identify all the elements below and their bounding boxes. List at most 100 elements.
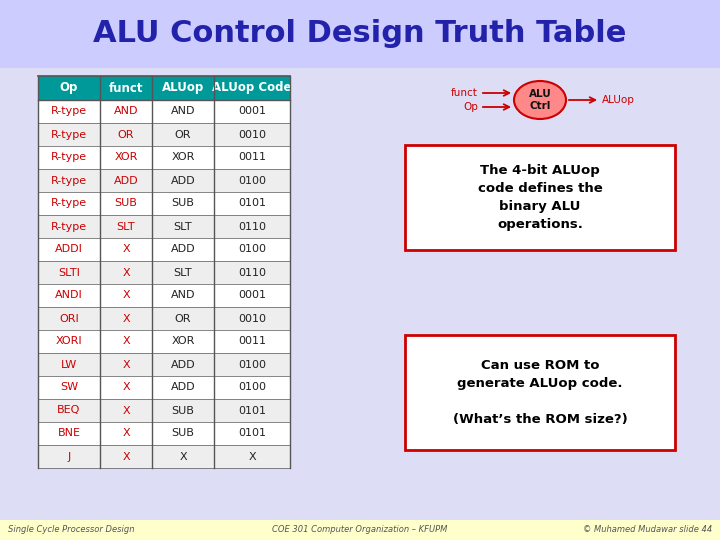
Text: AND: AND (171, 106, 195, 117)
Text: X: X (122, 429, 130, 438)
Text: ORI: ORI (59, 314, 79, 323)
Text: X: X (122, 245, 130, 254)
Text: R-type: R-type (51, 130, 87, 139)
Bar (38, 192, 290, 215)
Text: SLTI: SLTI (58, 267, 80, 278)
Text: 0011: 0011 (238, 152, 266, 163)
Text: 0011: 0011 (238, 336, 266, 347)
Bar (38, 353, 290, 376)
Bar (38, 100, 290, 123)
Bar (38, 76, 290, 100)
Bar (38, 215, 290, 238)
Bar (38, 399, 290, 422)
Text: OR: OR (118, 130, 134, 139)
Text: R-type: R-type (51, 152, 87, 163)
Text: ADD: ADD (114, 176, 138, 186)
Text: 0001: 0001 (238, 106, 266, 117)
Text: 0100: 0100 (238, 245, 266, 254)
Text: 0001: 0001 (238, 291, 266, 300)
Text: Single Cycle Processor Design: Single Cycle Processor Design (8, 525, 135, 535)
Text: XOR: XOR (114, 152, 138, 163)
Bar (38, 445, 290, 468)
Text: X: X (122, 451, 130, 462)
Text: 0100: 0100 (238, 360, 266, 369)
Text: Op: Op (60, 82, 78, 94)
Bar (38, 123, 290, 146)
Text: 0101: 0101 (238, 429, 266, 438)
Text: ALUop Code: ALUop Code (212, 82, 292, 94)
Text: SUB: SUB (171, 429, 194, 438)
Text: 0101: 0101 (238, 199, 266, 208)
Bar (38, 261, 290, 284)
Text: SLT: SLT (117, 221, 135, 232)
Text: X: X (122, 291, 130, 300)
Text: R-type: R-type (51, 106, 87, 117)
Bar (38, 169, 290, 192)
Text: ADD: ADD (171, 382, 195, 393)
Text: ALUop: ALUop (162, 82, 204, 94)
Text: 0010: 0010 (238, 130, 266, 139)
Text: XORI: XORI (55, 336, 82, 347)
Text: SW: SW (60, 382, 78, 393)
Text: J: J (68, 451, 71, 462)
Text: BNE: BNE (58, 429, 81, 438)
Bar (405, 335, 675, 450)
Text: © Muhamed Mudawar slide 44: © Muhamed Mudawar slide 44 (582, 525, 712, 535)
Text: 0101: 0101 (238, 406, 266, 415)
Text: OR: OR (175, 130, 192, 139)
Bar (38, 307, 290, 330)
Ellipse shape (514, 81, 566, 119)
Text: SUB: SUB (114, 199, 138, 208)
Bar (0, 0, 720, 68)
Text: R-type: R-type (51, 221, 87, 232)
Text: XOR: XOR (171, 336, 194, 347)
Bar (38, 238, 290, 261)
Text: 0100: 0100 (238, 382, 266, 393)
Text: COE 301 Computer Organization – KFUPM: COE 301 Computer Organization – KFUPM (272, 525, 448, 535)
Bar (38, 330, 290, 353)
Bar (405, 145, 675, 250)
Text: funct: funct (451, 88, 478, 98)
Text: XOR: XOR (171, 152, 194, 163)
Bar (38, 422, 290, 445)
Text: X: X (122, 314, 130, 323)
Text: AND: AND (114, 106, 138, 117)
Text: R-type: R-type (51, 176, 87, 186)
Text: SLT: SLT (174, 267, 192, 278)
Text: X: X (122, 336, 130, 347)
Text: SUB: SUB (171, 406, 194, 415)
Text: X: X (122, 406, 130, 415)
Text: ADD: ADD (171, 360, 195, 369)
Text: SUB: SUB (171, 199, 194, 208)
Text: ALU
Ctrl: ALU Ctrl (528, 89, 552, 111)
Text: AND: AND (171, 291, 195, 300)
Text: 0100: 0100 (238, 176, 266, 186)
Text: ANDI: ANDI (55, 291, 83, 300)
Text: LW: LW (61, 360, 77, 369)
Text: ADD: ADD (171, 176, 195, 186)
Text: Can use ROM to
generate ALUop code.

(What’s the ROM size?): Can use ROM to generate ALUop code. (Wha… (453, 359, 627, 426)
Text: ALUop: ALUop (602, 95, 635, 105)
Bar (38, 284, 290, 307)
Text: ADDI: ADDI (55, 245, 83, 254)
Text: ALU Control Design Truth Table: ALU Control Design Truth Table (94, 19, 626, 49)
Text: ADD: ADD (171, 245, 195, 254)
Text: X: X (122, 382, 130, 393)
Text: 0110: 0110 (238, 221, 266, 232)
Bar (38, 376, 290, 399)
Text: 0010: 0010 (238, 314, 266, 323)
Text: BEQ: BEQ (58, 406, 81, 415)
Text: X: X (122, 267, 130, 278)
Text: 0110: 0110 (238, 267, 266, 278)
Text: X: X (179, 451, 186, 462)
Text: OR: OR (175, 314, 192, 323)
Text: X: X (248, 451, 256, 462)
Text: SLT: SLT (174, 221, 192, 232)
Text: funct: funct (109, 82, 143, 94)
Text: The 4-bit ALUop
code defines the
binary ALU
operations.: The 4-bit ALUop code defines the binary … (477, 164, 603, 231)
Text: Op: Op (463, 102, 478, 112)
Bar (0, 520, 720, 540)
Text: R-type: R-type (51, 199, 87, 208)
Text: X: X (122, 360, 130, 369)
Bar (38, 146, 290, 169)
